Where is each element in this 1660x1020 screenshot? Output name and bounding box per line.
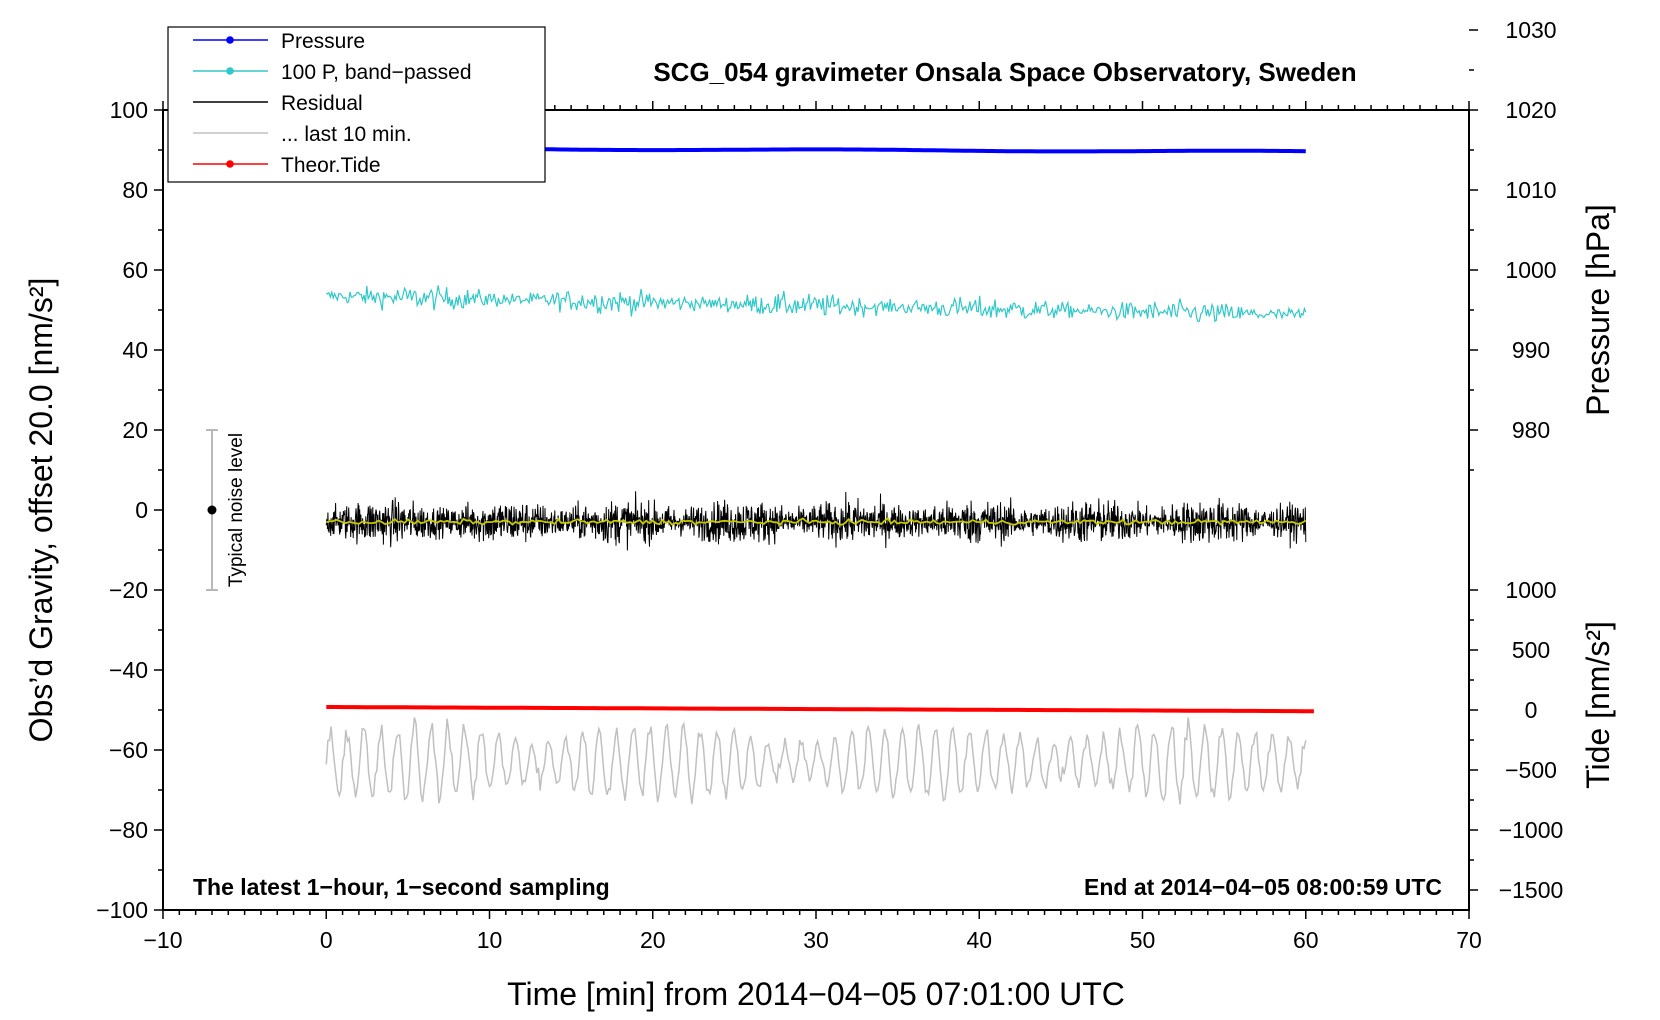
x-tick-label: −10 (143, 927, 182, 953)
tide-series-line (326, 705, 1314, 714)
pressure-tick-label: 1020 (1505, 97, 1556, 123)
pressure-tick-label: 1030 (1505, 17, 1556, 43)
y-tick-label: 100 (110, 97, 148, 123)
y-tick-label: −20 (109, 577, 148, 603)
y-tick-label: −60 (109, 737, 148, 763)
pressure-tick-label: 1010 (1505, 177, 1556, 203)
residual-mean-series-line (326, 516, 1307, 527)
x-tick-label: 10 (477, 927, 503, 953)
y-tick-label: 60 (122, 257, 148, 283)
last-10-min-series-line (325, 717, 1307, 805)
legend-label: Theor.Tide (281, 154, 381, 177)
y-tick-label: −100 (96, 897, 148, 923)
legend-marker (226, 160, 234, 168)
tide-tick-label: −500 (1505, 757, 1557, 783)
annotation-end-time: End at 2014−04−05 08:00:59 UTC (1084, 874, 1442, 900)
y-axis-ticks: −100 −80 −60 −40 −20 0 20 40 60 80 100 (96, 97, 163, 923)
y-axis-title: Obs’d Gravity, offset 20.0 [nm/s²] (23, 278, 59, 743)
x-tick-label: 0 (320, 927, 333, 953)
x-tick-label: 20 (640, 927, 666, 953)
annotation-sampling: The latest 1−hour, 1−second sampling (193, 874, 610, 900)
x-tick-label: 40 (966, 927, 992, 953)
bandpassed-series-line (325, 285, 1307, 323)
legend-marker (226, 36, 234, 44)
y-tick-label: −40 (109, 657, 148, 683)
legend-label: Pressure (281, 30, 365, 53)
x-tick-label: 70 (1456, 927, 1482, 953)
tide-tick-label: 0 (1525, 697, 1538, 723)
chart-title: SCG_054 gravimeter Onsala Space Observat… (653, 57, 1356, 87)
y-tick-label: 20 (122, 417, 148, 443)
x-tick-label: 50 (1130, 927, 1156, 953)
pressure-tick-label: 980 (1512, 417, 1550, 443)
legend-label: ... last 10 min. (281, 123, 412, 146)
pressure-tick-label: 1000 (1505, 257, 1556, 283)
pressure-axis-title: Pressure [hPa] (1580, 204, 1616, 416)
y-tick-label: 40 (122, 337, 148, 363)
legend-label: Residual (281, 92, 363, 115)
x-axis-title: Time [min] from 2014−04−05 07:01:00 UTC (507, 976, 1125, 1012)
x-tick-label: 30 (803, 927, 829, 953)
y-tick-label: 0 (135, 497, 148, 523)
pressure-axis-ticks: 980 990 1000 1010 1020 1030 (1469, 17, 1557, 471)
legend: Pressure 100 P, band−passed Residual ... la… (167, 26, 546, 183)
residual-series-line (325, 491, 1307, 551)
legend-label: 100 P, band−passed (281, 61, 472, 84)
tide-tick-label: −1500 (1499, 877, 1564, 903)
x-tick-label: 60 (1293, 927, 1319, 953)
series-layer (325, 146, 1314, 805)
tide-tick-label: −1000 (1499, 817, 1564, 843)
tide-tick-label: 1000 (1505, 577, 1556, 603)
y-tick-label: −80 (109, 817, 148, 843)
tide-axis-title: Tide [nm/s²] (1580, 621, 1616, 789)
pressure-tick-label: 990 (1512, 337, 1550, 363)
tide-axis-ticks: −1500 −1000 −500 0 500 1000 (1469, 577, 1563, 903)
noise-bar-label: Typical noise level (226, 433, 247, 587)
noise-bar-center-dot (207, 505, 217, 515)
noise-bar: Typical noise level (205, 429, 247, 591)
y-tick-label: 80 (122, 177, 148, 203)
tide-tick-label: 500 (1512, 637, 1550, 663)
legend-marker (226, 67, 234, 75)
legend-box (167, 26, 546, 183)
